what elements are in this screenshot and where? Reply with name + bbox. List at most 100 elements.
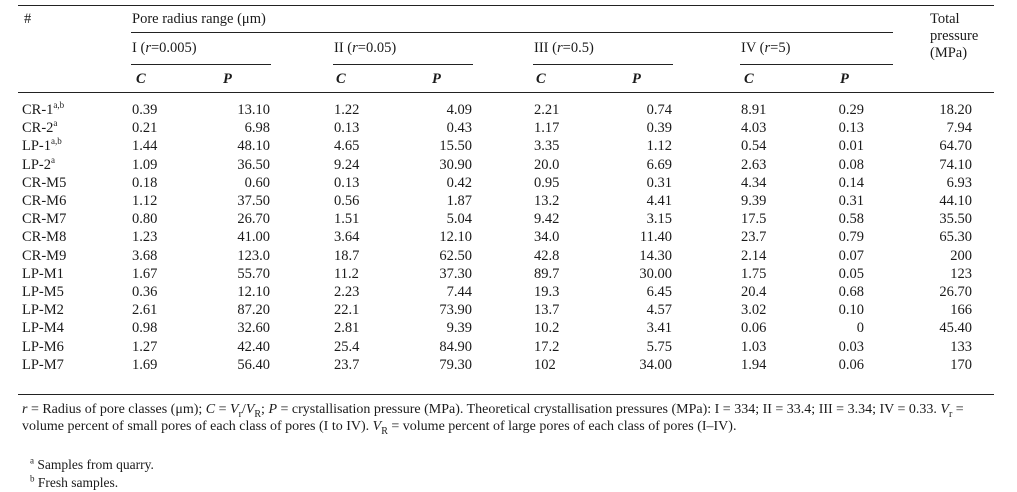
- group-label-2: II (r=0.05): [334, 40, 396, 56]
- paren: ): [191, 40, 197, 56]
- cell-c: 2.14: [741, 247, 767, 264]
- cell-c: 1.12: [132, 193, 158, 209]
- cell-c: 42.8: [534, 247, 560, 264]
- c-column-header: C: [744, 71, 754, 87]
- cell-c: 17.2: [534, 338, 560, 355]
- cell-p: 0.03: [838, 338, 864, 355]
- cell-p: 0.74: [646, 102, 672, 118]
- cell-p: 1.87: [446, 193, 472, 209]
- cell-total: 133: [950, 338, 972, 355]
- cell-p: 4.41: [646, 193, 672, 209]
- cell-total: 35.50: [939, 211, 972, 228]
- sample-id: CR-M8: [22, 229, 67, 246]
- row-sample-id: CR-2a: [22, 119, 57, 137]
- cell-p: 5.04: [446, 211, 472, 228]
- row-sample-id: LP-M7: [22, 357, 64, 373]
- cell-p: 87.20: [237, 302, 270, 319]
- group-iii-rule: [533, 64, 673, 65]
- cell-c: 1.22: [334, 102, 360, 118]
- r-symbol: r: [556, 40, 563, 56]
- sample-id: CR-1: [22, 102, 54, 118]
- cell-total: 65.30: [939, 229, 972, 246]
- total-header-line2: pressure: [930, 28, 979, 44]
- table-bottom-rule: [18, 394, 994, 395]
- cell-c: 3.64: [334, 229, 360, 246]
- equals: =: [150, 40, 160, 56]
- cell-p: 0.31: [838, 193, 864, 209]
- r-symbol: r: [764, 40, 771, 56]
- cell-total: 44.10: [939, 193, 972, 209]
- c-column-header: C: [136, 71, 146, 87]
- cell-p: 84.90: [439, 338, 472, 355]
- total-header-line1: Total: [930, 11, 960, 27]
- cell-c: 0.21: [132, 120, 158, 137]
- r-symbol: r: [352, 40, 358, 56]
- cell-c: 0.80: [132, 211, 158, 228]
- cell-c: 0.39: [132, 102, 158, 118]
- cell-total: 7.94: [946, 120, 972, 137]
- cell-c: 2.63: [741, 156, 767, 173]
- cell-p: 14.30: [639, 247, 672, 264]
- sample-id: LP-2: [22, 156, 51, 173]
- r-symbol: r: [145, 40, 151, 56]
- cell-c: 9.24: [334, 156, 360, 173]
- cell-c: 23.7: [334, 356, 360, 373]
- cell-p: 0.08: [838, 156, 864, 173]
- cell-p: 6.98: [244, 120, 270, 137]
- cell-total: 45.40: [939, 320, 972, 337]
- cell-c: 1.09: [132, 156, 158, 173]
- cell-p: 6.45: [646, 284, 672, 300]
- sample-id: LP-1: [22, 138, 51, 155]
- cell-c: 1.75: [741, 265, 767, 282]
- group-iv-rule: [740, 64, 893, 65]
- cell-c: 1.27: [132, 338, 158, 355]
- row-sample-id: CR-M9: [22, 248, 66, 264]
- row-sample-id: CR-1a,b: [22, 101, 64, 118]
- cell-p: 13.10: [237, 102, 270, 118]
- paren: (: [136, 40, 146, 56]
- cell-c: 22.1: [334, 302, 360, 319]
- sample-id: CR-2: [22, 120, 54, 137]
- sample-id: CR-M6: [22, 193, 67, 209]
- row-sample-id: LP-1a,b: [22, 136, 62, 155]
- cell-p: 3.41: [646, 320, 672, 337]
- cell-p: 0.06: [838, 356, 864, 373]
- cell-p: 6.69: [646, 156, 672, 173]
- sample-id: LP-M7: [22, 356, 64, 373]
- group-r-value: 0.5: [570, 40, 589, 56]
- footnote-a-mark: a: [30, 455, 34, 466]
- paren: (: [548, 40, 557, 56]
- sample-footnote-mark: a,b: [51, 136, 62, 147]
- cell-total: 64.70: [939, 138, 972, 155]
- sample-id: CR-M7: [22, 211, 67, 228]
- sample-id: LP-M2: [22, 302, 64, 319]
- cell-c: 25.4: [334, 338, 360, 355]
- p-column-header: P: [432, 71, 441, 87]
- header-bottom-rule: [18, 92, 994, 93]
- cell-total: 123: [950, 265, 972, 282]
- row-sample-id: LP-M6: [22, 339, 64, 355]
- cell-p: 0.07: [838, 247, 864, 264]
- sample-id: CR-M5: [22, 174, 67, 191]
- cell-p: 41.00: [237, 229, 270, 246]
- group-roman: I: [132, 40, 137, 56]
- cell-p: 0.14: [838, 174, 864, 191]
- row-sample-id: LP-M5: [22, 284, 64, 300]
- cell-c: 0.56: [334, 193, 360, 209]
- row-sample-id: LP-M1: [22, 266, 64, 282]
- cell-c: 89.7: [534, 265, 560, 282]
- cell-p: 0.31: [646, 174, 672, 191]
- row-sample-id: CR-M6: [22, 193, 66, 209]
- cell-p: 26.70: [237, 211, 270, 228]
- row-sample-id: LP-M4: [22, 320, 64, 336]
- cell-total: 200: [950, 247, 972, 264]
- group-i-rule: [131, 64, 271, 65]
- sample-id: LP-M4: [22, 320, 64, 337]
- cell-total: 18.20: [939, 102, 972, 118]
- cell-c: 9.39: [741, 193, 767, 209]
- top-rule: [18, 5, 994, 6]
- hash-header: #: [24, 11, 32, 27]
- row-sample-id: CR-M8: [22, 229, 66, 245]
- cell-p: 1.12: [646, 138, 672, 155]
